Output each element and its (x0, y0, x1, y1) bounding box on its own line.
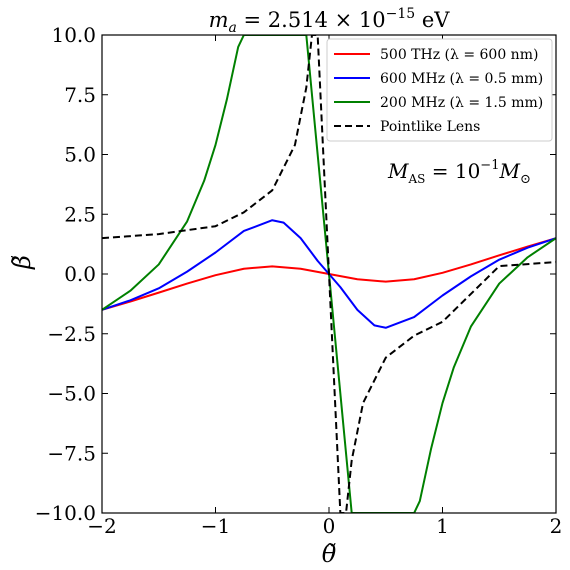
mass-annotation: MAS = 10−1M⊙ (387, 158, 531, 187)
legend-label-2: 200 MHz (λ = 1.5 mm) (380, 95, 543, 111)
legend: 500 THz (λ = 600 nm) 600 MHz (λ = 0.5 mm)… (326, 38, 553, 142)
y-tick-label: 7.5 (64, 83, 96, 107)
y-tick-label: 2.5 (64, 202, 96, 226)
x-tick-label: 0 (323, 514, 336, 538)
series-group (102, 35, 556, 513)
y-tick-label: −10.0 (35, 501, 96, 525)
x-axis-label: θ̃ (322, 540, 337, 568)
ticks-group: −2 −1 0 1 2 −10.0 −7.5 −5.0 −2.5 0.0 2.5 5.0 7.5 10.0 (35, 23, 563, 538)
legend-label-0: 500 THz (λ = 600 nm) (380, 47, 538, 63)
x-tick-label: 2 (550, 514, 563, 538)
y-tick-label: −7.5 (47, 441, 96, 465)
x-tick-label: 1 (436, 514, 449, 538)
y-tick-label: −5.0 (47, 382, 96, 406)
legend-label-3: Pointlike Lens (380, 119, 480, 135)
x-tick-label: −2 (87, 514, 116, 538)
x-tick-label: −1 (201, 514, 230, 538)
y-tick-label: 0.0 (64, 262, 96, 286)
series-line-3 (102, 35, 556, 513)
y-tick-label: −2.5 (47, 322, 96, 346)
y-tick-label: 10.0 (51, 23, 96, 47)
chart-title: ma = 2.514 × 10−15 eV (209, 6, 451, 36)
y-axis-label: β̃ (8, 255, 36, 270)
y-tick-label: 5.0 (64, 143, 96, 167)
legend-label-1: 600 MHz (λ = 0.5 mm) (380, 71, 543, 87)
legend-box (326, 38, 553, 142)
